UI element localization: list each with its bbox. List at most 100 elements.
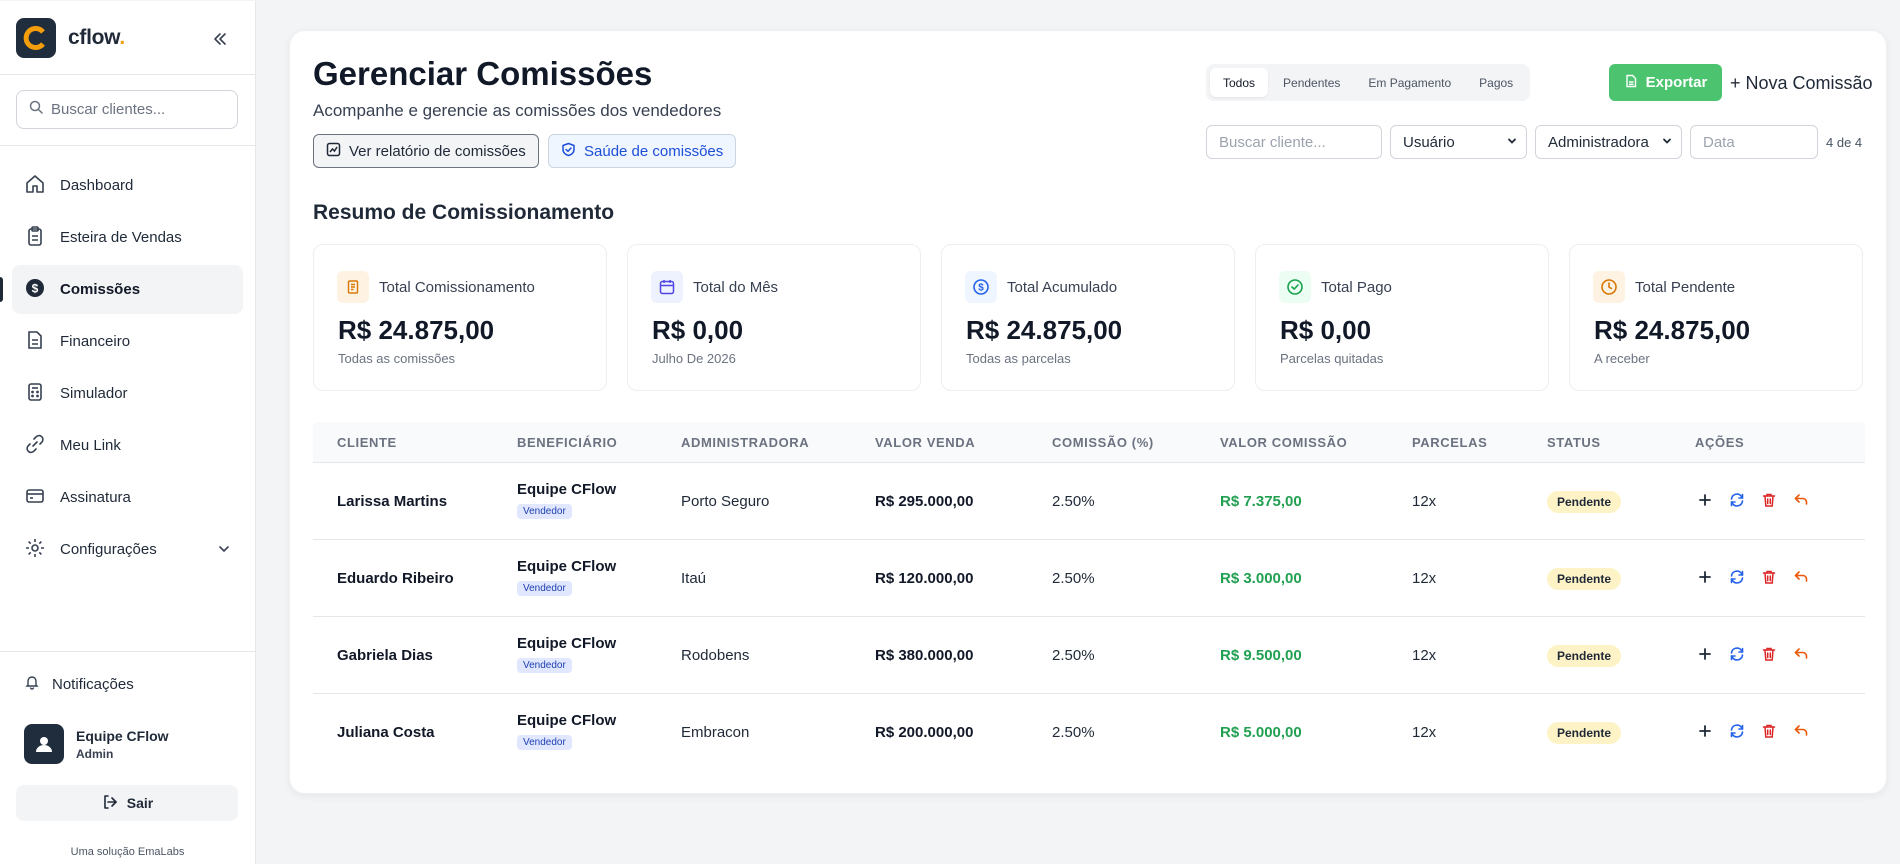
plus-icon[interactable] xyxy=(1695,644,1715,664)
chevron-down-icon[interactable] xyxy=(217,542,231,560)
file-icon xyxy=(1624,74,1638,92)
refresh-icon[interactable] xyxy=(1727,490,1747,510)
cell-administradora: Rodobens xyxy=(681,647,750,664)
notifications-button[interactable]: Notificações xyxy=(24,674,134,694)
sidebar-item-dashboard[interactable]: Dashboard xyxy=(12,161,243,210)
sidebar-item-label: Assinatura xyxy=(60,489,131,506)
brand[interactable]: cflow. xyxy=(16,18,125,58)
plus-icon[interactable] xyxy=(1695,721,1715,741)
sidebar-item-simulador[interactable]: Simulador xyxy=(12,369,243,418)
calculator-icon xyxy=(24,381,46,407)
home-icon xyxy=(24,173,46,199)
refresh-icon[interactable] xyxy=(1727,567,1747,587)
sidebar-item-label: Financeiro xyxy=(60,333,131,350)
document-icon xyxy=(24,329,46,355)
logout-button[interactable]: Sair xyxy=(16,785,238,821)
trash-icon[interactable] xyxy=(1759,644,1779,664)
user-profile[interactable]: Equipe CFlow Admin xyxy=(24,724,169,764)
refresh-icon[interactable] xyxy=(1727,721,1747,741)
tab-pagos[interactable]: Pagos xyxy=(1479,75,1514,90)
role-tag: Vendedor xyxy=(517,658,572,673)
new-commission-button[interactable]: + Nova Comissão xyxy=(1730,73,1873,93)
stat-label: Total Pago xyxy=(1321,278,1392,296)
sidebar-item-comissoes[interactable]: $ Comissões xyxy=(0,265,243,314)
chevron-down-icon xyxy=(1661,134,1673,151)
client-search-field[interactable] xyxy=(1206,125,1382,159)
sidebar-item-assinatura[interactable]: Assinatura xyxy=(12,473,243,522)
bell-icon xyxy=(24,674,40,694)
stat-subtitle: Parcelas quitadas xyxy=(1280,351,1384,366)
cell-client: Juliana Costa xyxy=(337,724,435,741)
date-field[interactable] xyxy=(1690,125,1818,159)
stat-value: R$ 0,00 xyxy=(1280,315,1372,345)
row-actions xyxy=(1695,721,1811,741)
refresh-icon[interactable] xyxy=(1727,644,1747,664)
gear-icon xyxy=(24,537,46,563)
health-button[interactable]: Saúde de comissões xyxy=(548,134,737,168)
sidebar-search[interactable] xyxy=(16,90,238,129)
date-input[interactable] xyxy=(1703,133,1805,151)
undo-icon[interactable] xyxy=(1791,721,1811,741)
chevron-down-icon xyxy=(1506,134,1518,151)
status-tabs: Todos Pendentes Em Pagamento Pagos xyxy=(1206,64,1531,101)
undo-icon[interactable] xyxy=(1791,644,1811,664)
user-select[interactable]: Usuário xyxy=(1390,125,1527,159)
tab-em-pagamento[interactable]: Em Pagamento xyxy=(1368,75,1452,90)
column-header: VALOR VENDA xyxy=(875,435,976,450)
stat-subtitle: Todas as parcelas xyxy=(966,351,1071,366)
cell-installments: 12x xyxy=(1412,647,1437,664)
cell-sale-value: R$ 200.000,00 xyxy=(875,724,974,741)
calendar-icon xyxy=(651,271,683,303)
tab-pendentes[interactable]: Pendentes xyxy=(1283,75,1341,90)
sidebar-item-label: Dashboard xyxy=(60,177,134,194)
stat-card-total-pendente: Total Pendente R$ 24.875,00 A receber xyxy=(1569,244,1863,391)
cell-beneficiary: Equipe CFlow Vendedor xyxy=(517,558,616,596)
sidebar-item-label: Simulador xyxy=(60,385,128,402)
receipt-icon xyxy=(337,271,369,303)
cell-commission-value: R$ 3.000,00 xyxy=(1220,570,1302,587)
collapse-sidebar-icon[interactable] xyxy=(208,27,232,51)
link-icon xyxy=(24,433,46,459)
status-badge: Pendente xyxy=(1547,568,1622,590)
commissions-table: CLIENTE BENEFICIÁRIO ADMINISTRADORA VALO… xyxy=(313,422,1865,771)
cell-sale-value: R$ 380.000,00 xyxy=(875,647,974,664)
report-button-label: Ver relatório de comissões xyxy=(349,142,526,160)
trash-icon[interactable] xyxy=(1759,721,1779,741)
report-button[interactable]: Ver relatório de comissões xyxy=(313,134,539,168)
sidebar-item-label: Comissões xyxy=(60,281,141,298)
cell-administradora: Embracon xyxy=(681,724,750,741)
sidebar-item-esteira[interactable]: Esteira de Vendas xyxy=(12,213,243,262)
undo-icon[interactable] xyxy=(1791,567,1811,587)
cell-sale-value: R$ 295.000,00 xyxy=(875,493,974,510)
administradora-select[interactable]: Administradora xyxy=(1535,125,1682,159)
trash-icon[interactable] xyxy=(1759,490,1779,510)
status-badge: Pendente xyxy=(1547,645,1622,667)
cell-administradora: Porto Seguro xyxy=(681,493,770,510)
sidebar-nav: Dashboard Esteira de Vendas $ Comissões … xyxy=(0,161,243,577)
sidebar-item-label: Configurações xyxy=(60,541,157,558)
client-search-input[interactable] xyxy=(1219,133,1369,151)
stat-label: Total Comissionamento xyxy=(379,278,535,296)
plus-icon[interactable] xyxy=(1695,567,1715,587)
sidebar: cflow. Dashboard Esteira de Vendas $ Com… xyxy=(0,1,256,864)
sidebar-item-financeiro[interactable]: Financeiro xyxy=(12,317,243,366)
export-button[interactable]: Exportar xyxy=(1609,64,1722,101)
stat-card-total-comissionamento: Total Comissionamento R$ 24.875,00 Todas… xyxy=(313,244,607,391)
trash-icon[interactable] xyxy=(1759,567,1779,587)
status-badge: Pendente xyxy=(1547,722,1622,744)
cell-commission-pct: 2.50% xyxy=(1052,570,1095,587)
sidebar-search-input[interactable] xyxy=(51,101,221,118)
sidebar-item-meu-link[interactable]: Meu Link xyxy=(12,421,243,470)
undo-icon[interactable] xyxy=(1791,490,1811,510)
sidebar-item-configuracoes[interactable]: Configurações xyxy=(12,525,243,574)
cell-installments: 12x xyxy=(1412,724,1437,741)
shield-icon xyxy=(561,142,576,161)
plus-icon[interactable] xyxy=(1695,490,1715,510)
stat-card-total-pago: Total Pago R$ 0,00 Parcelas quitadas xyxy=(1255,244,1549,391)
column-header: STATUS xyxy=(1547,435,1601,450)
beneficiary-name: Equipe CFlow xyxy=(517,712,617,729)
role-tag: Vendedor xyxy=(517,504,572,519)
result-count: 4 de 4 xyxy=(1826,135,1863,150)
tab-todos[interactable]: Todos xyxy=(1210,68,1269,97)
logout-icon xyxy=(101,793,119,814)
